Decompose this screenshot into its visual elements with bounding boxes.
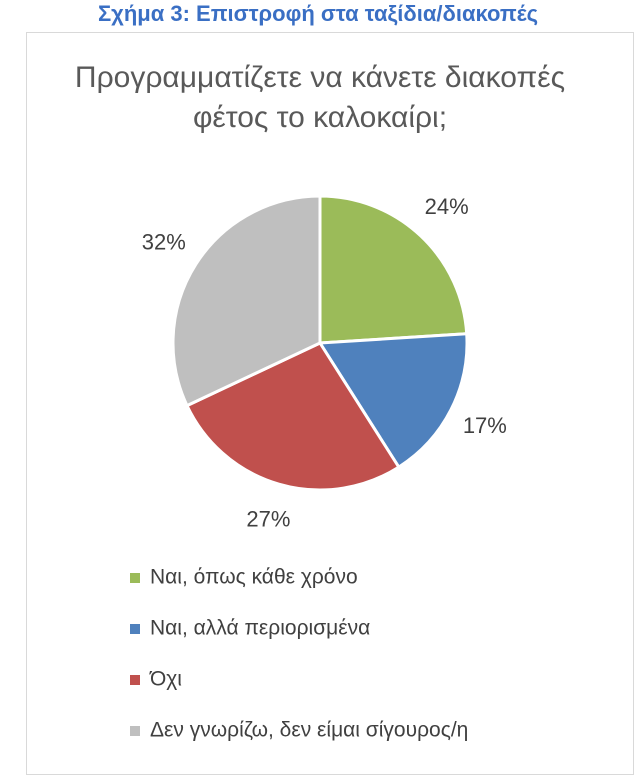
legend-label: Δεν γνωρίζω, δεν είμαι σίγουρος/η	[150, 719, 468, 742]
data-label: 27%	[246, 506, 290, 531]
legend-swatch	[130, 675, 140, 685]
data-label: 24%	[425, 194, 469, 219]
pie-slice	[317, 332, 469, 470]
data-label: 32%	[142, 230, 186, 255]
legend-swatch	[130, 573, 140, 583]
data-label: 17%	[463, 413, 507, 438]
pie-slice	[318, 194, 469, 345]
pie-slice	[184, 341, 401, 492]
legend-swatch	[130, 624, 140, 634]
chart-frame	[26, 32, 634, 775]
legend-swatch	[130, 726, 140, 736]
legend-label: Ναι, αλλά περιορισμένα	[150, 617, 370, 640]
chart-title: Προγραμματίζετε να κάνετε διακοπές φέτος…	[74, 61, 566, 134]
pie-slice	[171, 194, 322, 408]
legend-label: Όχι	[149, 668, 182, 691]
figure-caption: Σχήμα 3: Επιστροφή στα ταξίδια/διακοπές	[97, 1, 539, 26]
legend-label: Ναι, όπως κάθε χρόνο	[150, 566, 358, 589]
